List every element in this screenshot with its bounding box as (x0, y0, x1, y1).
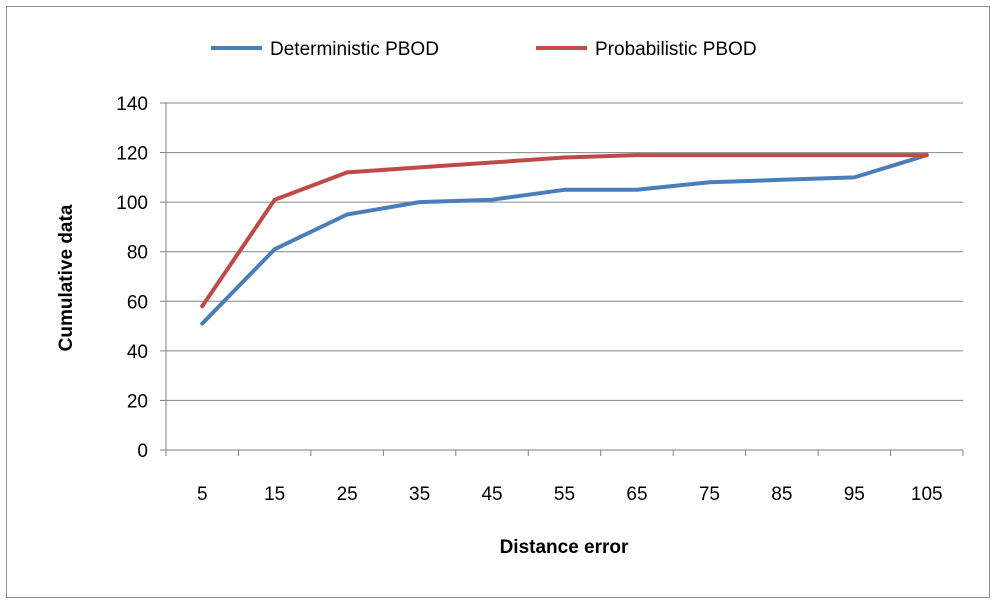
x-tick-label-55: 55 (554, 484, 575, 505)
x-tick-label-95: 95 (844, 484, 865, 505)
x-axis-title: Distance error (500, 537, 629, 558)
legend-label-deterministic: Deterministic PBOD (270, 39, 439, 60)
y-tick-label-60: 60 (127, 292, 148, 313)
legend: Deterministic PBOD Probabilistic PBOD (211, 39, 757, 60)
y-axis-title: Cumulative data (56, 204, 77, 351)
y-tick-label-80: 80 (127, 243, 148, 264)
x-tick-label-45: 45 (481, 484, 502, 505)
series-lines (200, 153, 929, 326)
y-tick-label-100: 100 (116, 193, 148, 214)
x-tick-label-35: 35 (409, 484, 430, 505)
y-tick-label-120: 120 (116, 144, 148, 165)
gridlines (166, 102, 963, 401)
x-tick-label-15: 15 (264, 484, 285, 505)
series-line-deterministic-pbod (200, 153, 929, 326)
y-tick-label-140: 140 (116, 94, 148, 115)
axes (165, 103, 963, 451)
x-tick-labels: 5 15 25 35 45 55 65 75 85 95 105 (165, 450, 964, 505)
x-tick-label-65: 65 (626, 484, 647, 505)
legend-label-probabilistic: Probabilistic PBOD (595, 39, 757, 60)
y-tick-label-20: 20 (127, 391, 148, 412)
x-tick-label-5: 5 (197, 484, 208, 505)
chart-frame (6, 6, 990, 598)
x-tick-label-75: 75 (699, 484, 720, 505)
y-tick-label-0: 0 (137, 441, 148, 462)
x-tick-label-85: 85 (771, 484, 792, 505)
x-tick-label-25: 25 (337, 484, 358, 505)
y-tick-labels: 0 20 40 60 80 100 120 140 (116, 94, 166, 462)
y-tick-label-40: 40 (127, 342, 148, 363)
x-tick-label-105: 105 (911, 484, 943, 505)
